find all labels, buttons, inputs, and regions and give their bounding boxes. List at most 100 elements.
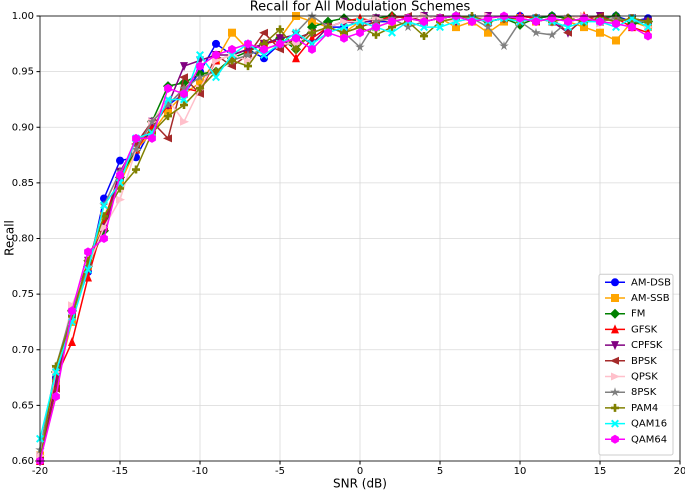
marker — [228, 50, 236, 59]
legend-box — [598, 273, 674, 456]
marker — [52, 391, 60, 401]
marker — [116, 195, 125, 204]
legend-label: AM-SSB — [631, 293, 670, 304]
legend-marker — [611, 403, 619, 412]
marker — [180, 95, 188, 104]
marker — [260, 50, 268, 59]
marker — [195, 72, 205, 82]
marker — [212, 73, 220, 82]
marker — [68, 306, 76, 316]
marker — [84, 272, 92, 282]
marker — [100, 223, 109, 232]
marker — [372, 30, 380, 39]
marker — [308, 39, 316, 48]
x-tick-label: -20 — [32, 466, 48, 477]
marker — [532, 17, 540, 27]
marker — [276, 34, 284, 44]
legend-marker — [610, 387, 620, 397]
marker — [116, 184, 124, 193]
marker — [228, 56, 236, 65]
plot-area — [35, 11, 653, 466]
marker — [292, 39, 301, 48]
marker — [356, 23, 364, 32]
legend-marker — [611, 341, 619, 351]
marker — [52, 362, 60, 371]
legend-label: BPSK — [631, 356, 657, 367]
marker — [628, 22, 636, 32]
marker — [180, 89, 188, 99]
marker — [244, 62, 252, 71]
series — [36, 11, 652, 465]
legend-marker — [611, 372, 620, 381]
legend-marker — [611, 278, 619, 287]
marker — [244, 45, 252, 55]
marker — [452, 23, 460, 32]
x-tick-label: -5 — [275, 466, 285, 477]
marker — [244, 39, 252, 49]
legend: AM-DSB AM-SSB FM GFSK CPFSK BPSK QPSK 8PSK PAM4 Q… — [598, 273, 674, 456]
marker — [276, 25, 284, 34]
marker — [84, 265, 92, 274]
marker — [68, 336, 76, 346]
marker — [148, 133, 156, 143]
marker — [371, 16, 381, 26]
chart-title: Recall for All Modulation Schemes — [250, 0, 471, 15]
marker — [100, 201, 108, 210]
grid — [39, 15, 681, 462]
series — [35, 11, 653, 454]
marker — [163, 134, 172, 143]
legend-label: GFSK — [631, 324, 658, 335]
marker — [644, 31, 652, 41]
x-tick-label: 20 — [674, 466, 685, 477]
marker — [372, 22, 380, 32]
marker — [388, 23, 396, 32]
marker — [596, 28, 604, 37]
marker — [100, 234, 108, 243]
marker — [292, 28, 300, 37]
marker — [564, 17, 572, 27]
marker — [580, 23, 588, 32]
y-tick-label: 1.00 — [12, 11, 34, 22]
marker — [227, 62, 236, 71]
marker — [340, 23, 348, 32]
marker — [260, 39, 268, 48]
marker — [116, 156, 124, 165]
marker — [180, 101, 188, 109]
marker — [612, 36, 620, 45]
marker — [563, 28, 572, 37]
marker — [116, 170, 124, 180]
marker — [596, 17, 604, 27]
y-tick-label: 0.90 — [12, 122, 34, 133]
marker — [355, 42, 365, 52]
marker — [324, 28, 332, 38]
marker — [324, 23, 332, 32]
marker — [356, 17, 364, 26]
marker — [228, 44, 236, 54]
marker — [499, 41, 509, 51]
legend-label: PAM4 — [631, 403, 658, 414]
x-tick-label: 0 — [357, 466, 363, 477]
x-tick-label: -10 — [192, 466, 208, 477]
y-tick-label: 0.80 — [12, 234, 34, 245]
legend-label: CPFSK — [631, 340, 663, 351]
marker — [484, 28, 492, 37]
marker — [132, 133, 140, 143]
marker — [307, 11, 317, 21]
series — [36, 12, 653, 460]
series — [36, 12, 652, 466]
marker — [147, 116, 157, 126]
legend-label: AM-DSB — [631, 277, 671, 288]
marker — [259, 28, 268, 37]
marker — [212, 50, 220, 60]
marker — [83, 261, 93, 271]
marker — [340, 28, 348, 37]
marker — [452, 17, 460, 26]
marker — [196, 61, 204, 71]
series-line — [39, 15, 649, 456]
series — [36, 12, 652, 460]
y-tick-label: 0.70 — [12, 345, 34, 356]
marker — [163, 100, 173, 110]
series — [36, 14, 652, 443]
marker — [260, 44, 268, 54]
